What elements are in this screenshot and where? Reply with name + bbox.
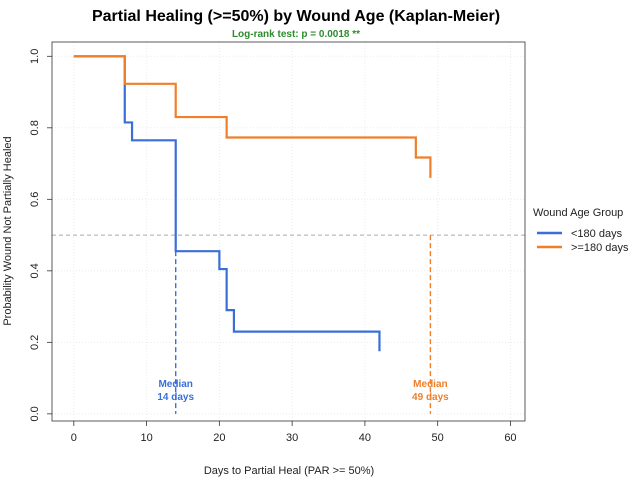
legend-label-ge180: >=180 days xyxy=(571,242,629,254)
x-tick-label: 60 xyxy=(504,432,516,444)
y-axis-ticks: 0.0 0.2 0.4 0.6 0.8 1.0 xyxy=(29,49,52,421)
x-tick-label: 50 xyxy=(432,432,444,444)
chart-title: Partial Healing (>=50%) by Wound Age (Ka… xyxy=(92,8,500,25)
median-label-ge180-line2: 49 days xyxy=(412,392,449,403)
y-tick-label: 0.4 xyxy=(29,263,41,278)
y-tick-label: 0.2 xyxy=(29,335,41,350)
y-axis-label: Probability Wound Not Partially Healed xyxy=(2,136,14,325)
x-tick-label: 40 xyxy=(359,432,371,444)
legend: Wound Age Group <180 days >=180 days xyxy=(533,207,629,254)
x-axis-label: Days to Partial Heal (PAR >= 50%) xyxy=(204,465,374,477)
plot-frame xyxy=(51,41,526,422)
series-group xyxy=(73,55,432,352)
x-axis-ticks: 0 10 20 30 40 50 60 xyxy=(71,421,517,444)
median-label-lt180-line2: 14 days xyxy=(157,392,194,403)
median-group: Median 14 days Median 49 days xyxy=(157,235,449,414)
legend-title: Wound Age Group xyxy=(533,207,623,219)
chart-subtitle: Log-rank test: p = 0.0018 ** xyxy=(232,29,360,40)
km-curve-lt180 xyxy=(73,55,381,352)
km-curve-ge180 xyxy=(73,55,432,178)
legend-label-lt180: <180 days xyxy=(571,228,623,240)
median-label-ge180-line1: Median xyxy=(413,379,447,390)
x-tick-label: 0 xyxy=(71,432,77,444)
x-tick-label: 10 xyxy=(140,432,152,444)
y-tick-label: 0.0 xyxy=(29,406,41,421)
x-tick-label: 30 xyxy=(286,432,298,444)
x-tick-label: 20 xyxy=(213,432,225,444)
median-label-lt180-line1: Median xyxy=(158,379,192,390)
y-tick-label: 0.8 xyxy=(29,120,41,135)
grid xyxy=(52,42,525,421)
y-tick-label: 1.0 xyxy=(29,49,41,64)
y-tick-label: 0.6 xyxy=(29,192,41,207)
